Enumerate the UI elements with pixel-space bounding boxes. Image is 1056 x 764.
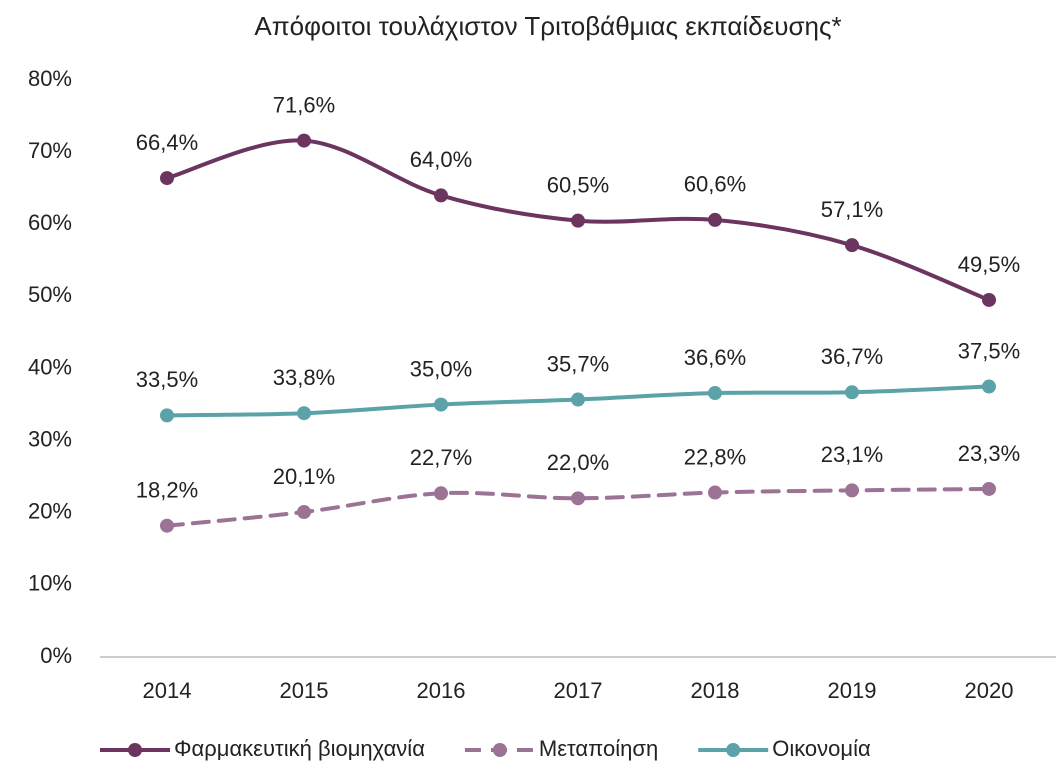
x-tick-label: 2018 xyxy=(691,678,740,703)
data-point xyxy=(571,392,585,407)
data-point xyxy=(160,518,174,533)
x-tick-label: 2015 xyxy=(280,678,329,703)
y-tick-label: 0% xyxy=(40,643,72,668)
data-label: 66,4% xyxy=(136,130,198,155)
data-label: 60,5% xyxy=(547,172,609,197)
y-tick-label: 30% xyxy=(28,426,72,451)
data-point xyxy=(845,483,859,498)
data-label: 22,0% xyxy=(547,450,609,475)
x-tick-label: 2016 xyxy=(417,678,466,703)
data-point xyxy=(982,481,996,496)
y-tick-label: 40% xyxy=(28,354,72,379)
y-tick-label: 10% xyxy=(28,571,72,596)
data-point xyxy=(571,491,585,506)
legend-marker xyxy=(726,743,741,757)
legend-label: Μεταποίηση xyxy=(539,736,658,761)
legend-marker xyxy=(128,743,142,757)
y-tick-label: 50% xyxy=(28,282,72,307)
y-tick-label: 60% xyxy=(28,210,72,235)
data-label: 36,7% xyxy=(821,344,883,369)
data-point xyxy=(708,485,722,500)
data-point xyxy=(434,486,448,501)
data-point xyxy=(571,213,585,228)
data-label: 23,3% xyxy=(958,441,1020,466)
data-label: 64,0% xyxy=(410,147,472,172)
data-label: 60,6% xyxy=(684,172,746,197)
data-label: 23,1% xyxy=(821,442,883,467)
data-label: 36,6% xyxy=(684,345,746,370)
legend-marker xyxy=(492,743,507,757)
data-label: 22,7% xyxy=(410,445,472,470)
chart-title: Απόφοιτοι τουλάχιστον Τριτοβάθμιας εκπαί… xyxy=(254,11,841,41)
x-tick-label: 2014 xyxy=(143,678,192,703)
data-point xyxy=(434,188,448,203)
data-label: 22,8% xyxy=(684,444,746,469)
data-label: 18,2% xyxy=(136,478,198,503)
x-tick-label: 2020 xyxy=(965,678,1014,703)
data-point xyxy=(160,408,174,423)
data-point xyxy=(845,385,859,400)
data-label: 49,5% xyxy=(958,252,1020,277)
y-tick-label: 20% xyxy=(28,499,72,524)
data-point xyxy=(708,212,722,227)
data-label: 35,0% xyxy=(410,356,472,381)
data-point xyxy=(297,505,311,520)
data-label: 57,1% xyxy=(821,197,883,222)
data-point xyxy=(982,379,996,394)
data-label: 20,1% xyxy=(273,464,335,489)
data-point xyxy=(982,292,996,307)
data-point xyxy=(708,386,722,401)
data-label: 33,8% xyxy=(273,365,335,390)
y-tick-label: 80% xyxy=(28,66,72,91)
data-point xyxy=(845,238,859,253)
data-label: 35,7% xyxy=(547,351,609,376)
data-label: 33,5% xyxy=(136,367,198,392)
data-point xyxy=(434,397,448,412)
data-point xyxy=(297,133,311,148)
x-tick-label: 2017 xyxy=(554,678,603,703)
y-tick-label: 70% xyxy=(28,138,72,163)
legend-label: Οικονομία xyxy=(772,736,871,761)
legend-label: Φαρμακευτική βιομηχανία xyxy=(174,736,425,761)
x-tick-label: 2019 xyxy=(828,678,877,703)
data-point xyxy=(297,406,311,421)
data-point xyxy=(160,171,174,186)
data-label: 37,5% xyxy=(958,338,1020,363)
data-label: 71,6% xyxy=(273,92,335,117)
